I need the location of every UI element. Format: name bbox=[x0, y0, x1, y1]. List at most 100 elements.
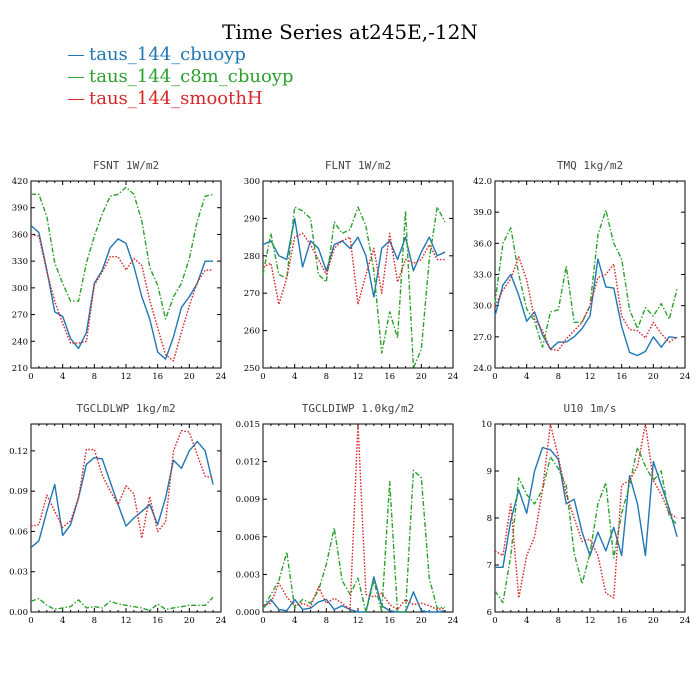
series-line-3 bbox=[30, 233, 214, 362]
x-tick-label: 0 bbox=[492, 616, 497, 626]
legend-label-smoothh: taus_144_smoothH bbox=[89, 88, 263, 109]
y-tick-label: 0.09 bbox=[9, 487, 28, 497]
x-tick-label: 4 bbox=[292, 616, 297, 626]
y-tick-label: 42.0 bbox=[473, 177, 492, 187]
x-tick-label: 0 bbox=[260, 372, 265, 382]
x-tick-label: 16 bbox=[616, 372, 627, 382]
y-tick-label: 33.0 bbox=[473, 271, 492, 281]
chart-panel-2: FLNT 1W/m2 0 4 8 12 16 20 24 250 260 270 280 290 300 bbox=[244, 159, 459, 382]
x-tick-label: 20 bbox=[416, 372, 427, 382]
plot-frame bbox=[262, 180, 454, 369]
y-tick-label: 240 bbox=[12, 337, 28, 347]
x-tick-label: 0 bbox=[260, 616, 265, 626]
x-tick-label: 16 bbox=[152, 616, 163, 626]
y-tick-label: 0.00 bbox=[9, 608, 28, 618]
y-tick-label: 0.03 bbox=[9, 568, 28, 578]
x-tick-label: 0 bbox=[28, 372, 33, 382]
legend-entry-cbuoyp: taus_144_cbuoyp bbox=[68, 44, 246, 65]
x-tick-label: 20 bbox=[648, 616, 659, 626]
y-tick-label: 270 bbox=[244, 289, 260, 299]
x-tick-label: 12 bbox=[121, 616, 132, 626]
x-tick-label: 20 bbox=[416, 616, 427, 626]
panel-title: TGCLDIWP 1.0kg/m2 bbox=[302, 402, 415, 415]
series-line-3 bbox=[262, 232, 446, 306]
y-tick-label: 280 bbox=[244, 252, 260, 262]
y-tick-label: 330 bbox=[12, 257, 28, 267]
series-line-3 bbox=[262, 423, 446, 611]
legend-entry-c8m-cbuoyp: taus_144_c8m_cbuoyp bbox=[68, 66, 293, 87]
series-line-1 bbox=[495, 446, 678, 569]
chart-panel-3: TMQ 1kg/m2 0 4 8 12 16 20 24 24.0 27.0 30.0 33.0 36.… bbox=[473, 159, 690, 382]
y-tick-label: 0.012 bbox=[236, 458, 260, 468]
y-tick-label: 290 bbox=[244, 214, 260, 224]
series-line-2 bbox=[30, 596, 214, 612]
x-tick-label: 12 bbox=[585, 372, 596, 382]
legend-swatch-smoothh bbox=[68, 98, 84, 100]
x-tick-label: 12 bbox=[121, 372, 132, 382]
y-tick-label: 260 bbox=[244, 327, 260, 337]
y-tick-label: 270 bbox=[12, 311, 28, 321]
x-tick-label: 24 bbox=[448, 616, 459, 626]
chart-panel-4: TGCLDLWP 1kg/m2 0 4 8 12 16 20 24 0.00 0.03 0.06 0.… bbox=[9, 402, 226, 626]
y-tick-label: 10 bbox=[481, 420, 492, 430]
y-tick-label: 36.0 bbox=[473, 239, 492, 249]
x-tick-label: 20 bbox=[648, 372, 659, 382]
series-line-1 bbox=[262, 217, 446, 298]
legend-swatch-c8m-cbuoyp bbox=[68, 76, 84, 78]
y-tick-label: 0.015 bbox=[236, 420, 260, 430]
x-tick-label: 8 bbox=[324, 372, 329, 382]
x-tick-label: 16 bbox=[384, 616, 395, 626]
chart-panel-6: U10 1m/s 0 4 8 12 16 20 24 6 7 8 9 10 bbox=[481, 402, 690, 626]
x-tick-label: 24 bbox=[448, 372, 459, 382]
x-tick-label: 4 bbox=[524, 372, 529, 382]
x-tick-label: 24 bbox=[216, 372, 227, 382]
x-tick-label: 4 bbox=[524, 616, 529, 626]
x-tick-label: 24 bbox=[680, 616, 691, 626]
x-tick-label: 16 bbox=[384, 372, 395, 382]
x-tick-label: 8 bbox=[92, 372, 97, 382]
x-tick-label: 8 bbox=[556, 616, 561, 626]
x-tick-label: 4 bbox=[292, 372, 297, 382]
series-line-1 bbox=[494, 258, 678, 357]
series-line-2 bbox=[494, 446, 678, 604]
y-tick-label: 420 bbox=[12, 177, 28, 187]
y-tick-label: 0.006 bbox=[236, 533, 260, 543]
x-tick-label: 12 bbox=[353, 616, 364, 626]
series-line-2 bbox=[262, 206, 446, 369]
y-tick-label: 300 bbox=[244, 177, 260, 187]
series-line-1 bbox=[30, 224, 214, 360]
x-tick-label: 0 bbox=[492, 372, 497, 382]
y-tick-label: 0.003 bbox=[236, 570, 260, 580]
y-tick-label: 9 bbox=[487, 467, 492, 477]
series-line-1 bbox=[30, 440, 214, 549]
panel-title: TGCLDLWP 1kg/m2 bbox=[76, 402, 175, 415]
y-tick-label: 360 bbox=[12, 230, 28, 240]
x-tick-label: 8 bbox=[556, 372, 561, 382]
panel-title: U10 1m/s bbox=[564, 402, 617, 415]
series-line-3 bbox=[494, 256, 678, 352]
y-tick-label: 300 bbox=[12, 284, 28, 294]
chart-panel-5: TGCLDIWP 1.0kg/m2 0 4 8 12 16 20 24 0.000 0.003 0.… bbox=[236, 402, 459, 626]
series-line-3 bbox=[494, 423, 678, 599]
x-tick-label: 24 bbox=[680, 372, 691, 382]
y-tick-label: 390 bbox=[12, 204, 28, 214]
y-tick-label: 0.000 bbox=[236, 608, 260, 618]
x-tick-label: 20 bbox=[184, 616, 195, 626]
y-tick-label: 30.0 bbox=[473, 302, 492, 312]
series-line-2 bbox=[262, 469, 446, 613]
y-tick-label: 210 bbox=[12, 364, 28, 374]
x-tick-label: 4 bbox=[60, 372, 65, 382]
series-line-2 bbox=[494, 209, 678, 348]
legend-label-cbuoyp: taus_144_cbuoyp bbox=[89, 44, 246, 65]
x-tick-label: 16 bbox=[152, 372, 163, 382]
x-tick-label: 24 bbox=[216, 616, 227, 626]
y-tick-label: 0.06 bbox=[9, 527, 28, 537]
plot-frame bbox=[494, 423, 686, 613]
y-tick-label: 250 bbox=[244, 364, 260, 374]
y-tick-label: 24.0 bbox=[473, 364, 492, 374]
panel-title: FSNT 1W/m2 bbox=[93, 159, 159, 172]
figure-title: Time Series at245E,-12N bbox=[222, 20, 478, 44]
y-tick-label: 6 bbox=[487, 608, 492, 618]
y-tick-label: 0.12 bbox=[9, 447, 28, 457]
